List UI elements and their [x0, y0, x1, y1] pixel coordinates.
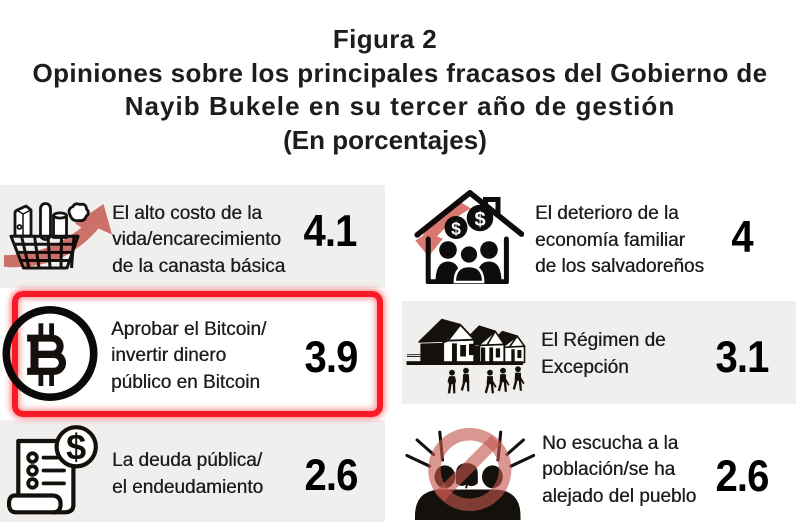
svg-text:$: $	[474, 209, 485, 231]
svg-text:$: $	[451, 218, 461, 238]
svg-text:$: $	[66, 427, 86, 468]
